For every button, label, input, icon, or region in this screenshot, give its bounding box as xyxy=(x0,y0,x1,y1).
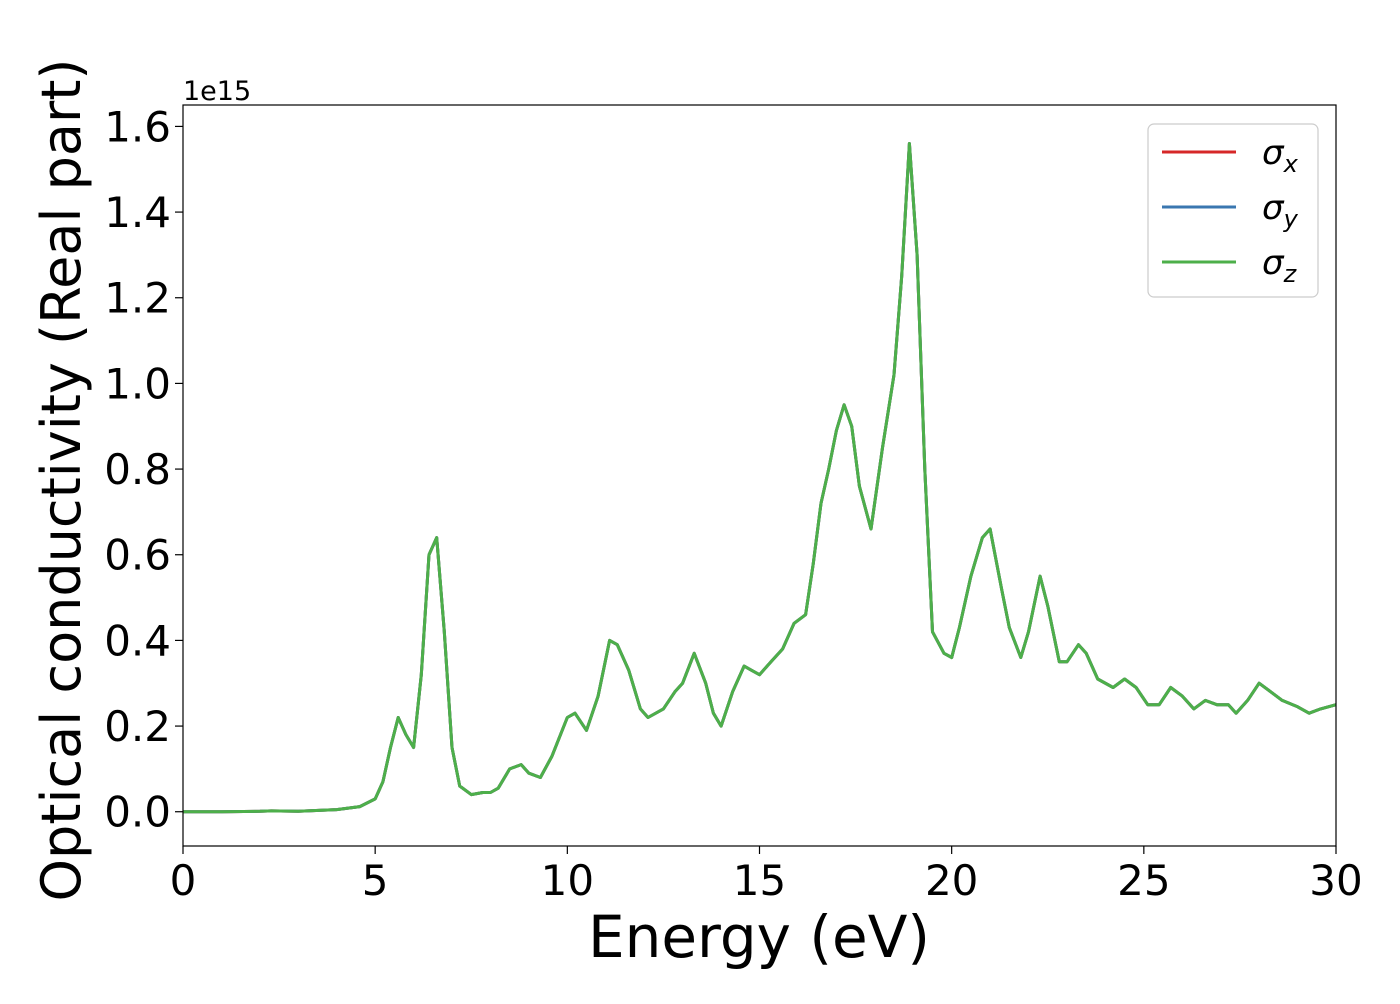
y-tick-label: 0.0 xyxy=(104,788,171,837)
x-axis-ticks: 0 5 10 15 20 25 30 xyxy=(170,846,1363,905)
y-axis-ticks: 0.0 0.2 0.4 0.6 0.8 1.0 1.2 1.4 1.6 xyxy=(104,102,183,837)
y-tick-label: 1.2 xyxy=(104,274,171,323)
y-axis-offset-label: 1e15 xyxy=(183,76,251,107)
legend: σx σy σz xyxy=(1147,123,1319,298)
x-tick-label: 10 xyxy=(541,856,594,905)
legend-label-z: σz xyxy=(1262,243,1298,288)
legend-label-y: σy xyxy=(1262,188,1299,233)
x-tick-label: 30 xyxy=(1309,856,1362,905)
y-tick-label: 0.2 xyxy=(104,702,171,751)
y-tick-label: 1.4 xyxy=(104,188,171,237)
y-axis-label: Optical conductivity (Real part) xyxy=(30,59,93,902)
legend-box xyxy=(1147,123,1319,298)
y-tick-label: 0.4 xyxy=(104,616,171,665)
series-line-z xyxy=(183,142,1336,814)
y-tick-label: 0.6 xyxy=(104,531,171,580)
x-axis-label: Energy (eV) xyxy=(588,903,930,971)
x-tick-label: 20 xyxy=(925,856,978,905)
y-tick-label: 1.0 xyxy=(104,359,171,408)
y-tick-label: 0.8 xyxy=(104,445,171,494)
x-tick-label: 5 xyxy=(362,856,389,905)
y-tick-label: 1.6 xyxy=(104,102,171,151)
x-tick-label: 25 xyxy=(1117,856,1170,905)
x-tick-label: 15 xyxy=(733,856,786,905)
series-layer xyxy=(183,142,1336,814)
legend-label-x: σx xyxy=(1262,133,1299,178)
x-tick-label: 0 xyxy=(170,856,197,905)
